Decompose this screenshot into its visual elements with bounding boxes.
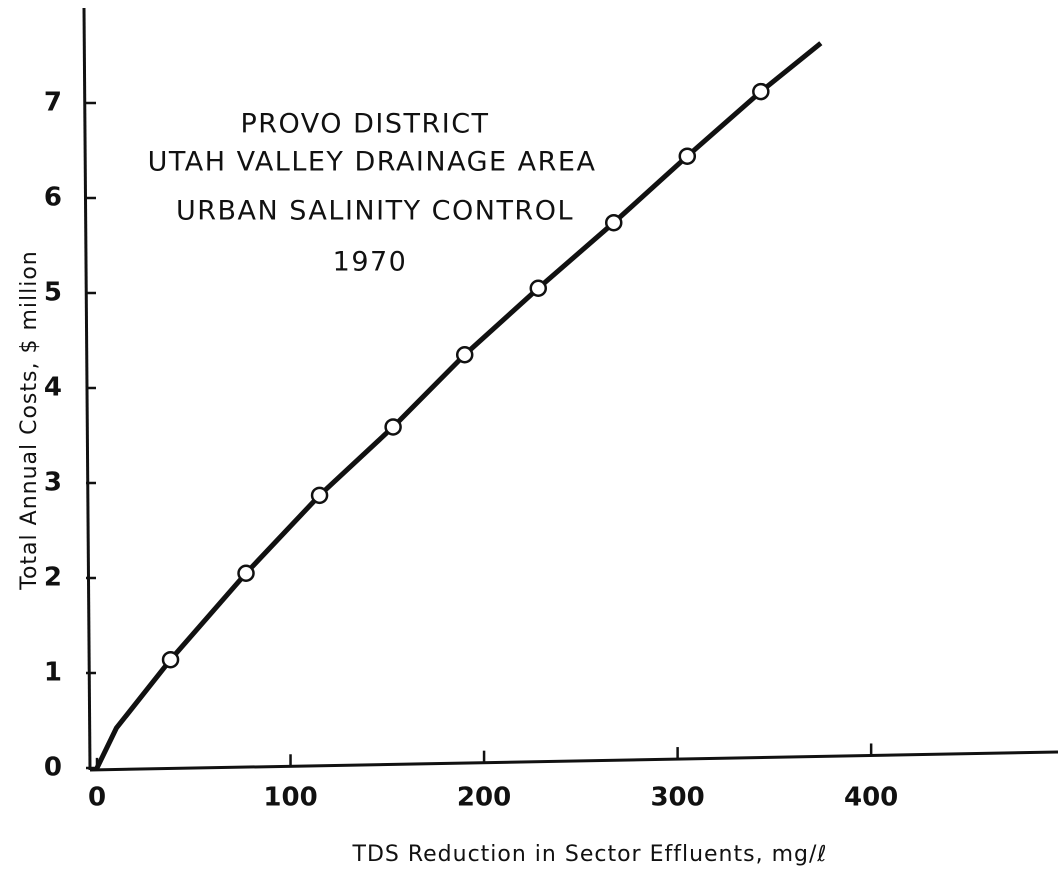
x-axis	[89, 750, 1058, 772]
marker	[678, 147, 697, 165]
marker	[161, 650, 180, 669]
marker	[529, 279, 548, 297]
annotation: PROVO DISTRICT	[240, 109, 489, 140]
x-tick-label: 0	[88, 783, 106, 813]
x-axis-label: TDS Reduction in Sector Effluents, mg/ℓ	[352, 842, 828, 867]
y-tick-label: 5	[44, 278, 62, 308]
y-tick-label: 4	[44, 373, 62, 403]
y-tick-label: 7	[44, 88, 62, 118]
line	[94, 41, 823, 770]
annotation: 1970	[333, 247, 408, 278]
marker	[455, 346, 474, 364]
x-tick-label: 200	[457, 783, 511, 813]
y-tick-label: 3	[44, 468, 62, 498]
marker	[384, 418, 402, 436]
marker	[237, 564, 255, 582]
marker	[604, 213, 623, 232]
y-tick-label: 2	[44, 563, 62, 593]
x-tick-label: 400	[844, 783, 898, 813]
x-tick-label: 100	[263, 783, 317, 813]
y-tick-label: 1	[44, 658, 62, 688]
annotation: URBAN SALINITY CONTROL	[176, 196, 574, 227]
y-tick-label: 0	[44, 753, 62, 783]
annotation: UTAH VALLEY DRAINAGE AREA	[148, 147, 597, 178]
y-tick-label: 6	[44, 183, 62, 213]
y-axis-label: Total Annual Costs, $ million	[17, 250, 42, 590]
x-tick-label: 300	[650, 783, 704, 813]
marker	[310, 486, 329, 505]
marker	[752, 82, 770, 101]
